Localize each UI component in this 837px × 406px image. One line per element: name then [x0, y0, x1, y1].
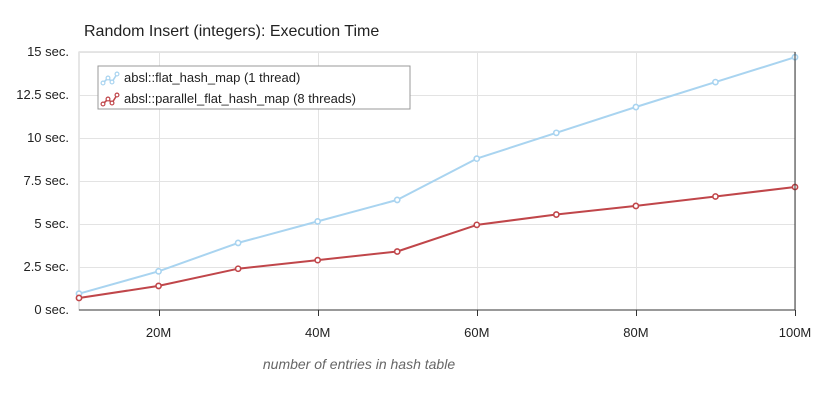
series-1-point	[314, 218, 322, 225]
legend-label: absl::parallel_flat_hash_map (8 threads)	[124, 91, 356, 106]
x-tick-label: 40M	[305, 325, 330, 340]
grid-lines	[79, 52, 796, 310]
y-tick-label: 0 sec.	[34, 302, 69, 317]
series-2-point	[552, 211, 560, 218]
series-1-point	[473, 155, 481, 163]
x-tick-label: 20M	[146, 325, 171, 340]
series-2-point	[712, 193, 719, 200]
y-tick-label: 2.5 sec.	[23, 259, 69, 274]
y-tick-label: 5 sec.	[34, 216, 69, 231]
series-1-point	[712, 78, 719, 86]
x-tick-label: 60M	[464, 325, 489, 340]
legend: absl::flat_hash_map (1 thread)absl::para…	[97, 65, 411, 110]
x-axis-ticks: 20M 40M 60M 80M 100M	[146, 310, 811, 340]
series-1-point	[234, 239, 242, 247]
series-1-point	[393, 196, 401, 204]
series-2-point	[314, 256, 322, 264]
legend-item-1: absl::flat_hash_map (1 thread)	[100, 70, 300, 86]
series-2-point	[234, 265, 242, 273]
series-line-2	[78, 186, 796, 299]
series-2-point	[75, 294, 83, 302]
x-axis-label: number of entries in hash table	[263, 356, 455, 372]
legend-item-2: absl::parallel_flat_hash_map (8 threads)	[100, 91, 356, 107]
y-axis-ticks: 0 sec. 2.5 sec. 5 sec. 7.5 sec. 10 sec. 12.5 …	[16, 44, 69, 317]
y-tick-label: 7.5 sec.	[23, 173, 69, 188]
series-1-point	[632, 103, 640, 111]
series-1-point	[552, 129, 560, 137]
series-2-point	[393, 248, 401, 255]
series-line-1	[78, 56, 796, 295]
series-layer	[75, 53, 799, 302]
legend-label: absl::flat_hash_map (1 thread)	[124, 70, 300, 85]
chart-title: Random Insert (integers): Execution Time	[84, 23, 379, 40]
y-tick-label: 10 sec.	[27, 130, 69, 145]
legend-box	[97, 65, 411, 110]
legend-line-icon	[100, 92, 120, 107]
y-tick-label: 12.5 sec.	[16, 87, 69, 102]
series-2-point	[473, 221, 481, 229]
y-tick-label: 15 sec.	[27, 44, 69, 59]
series-1-point	[155, 267, 162, 275]
legend-line-icon	[100, 71, 120, 86]
series-2-point	[155, 282, 162, 290]
series-2-point	[632, 202, 640, 210]
x-tick-label: 80M	[623, 325, 648, 340]
x-tick-label: 100M	[779, 325, 812, 340]
